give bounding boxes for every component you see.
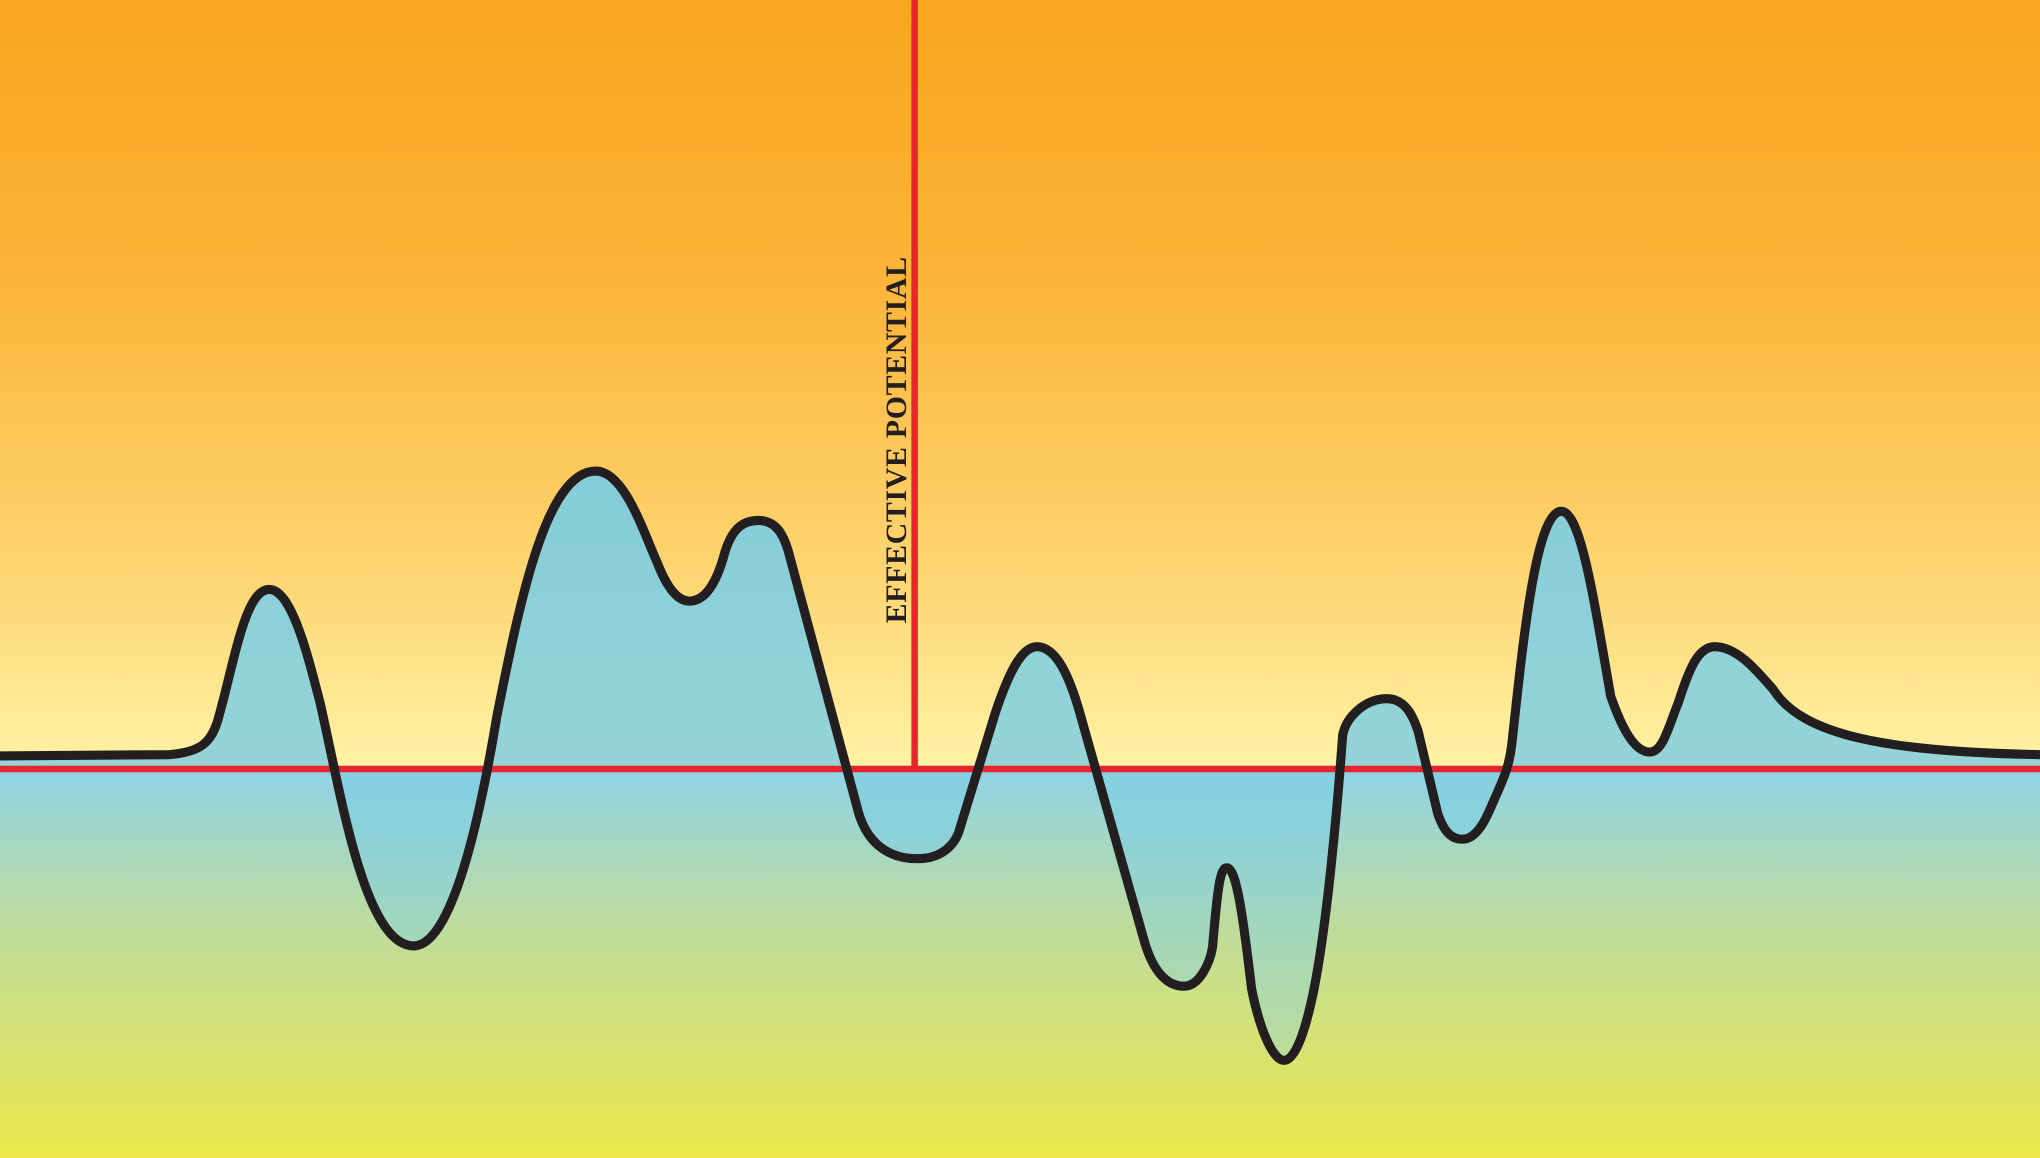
potential-curve — [0, 466, 2040, 1065]
axis-label: EFFECTIVE POTENTIAL — [880, 256, 913, 623]
